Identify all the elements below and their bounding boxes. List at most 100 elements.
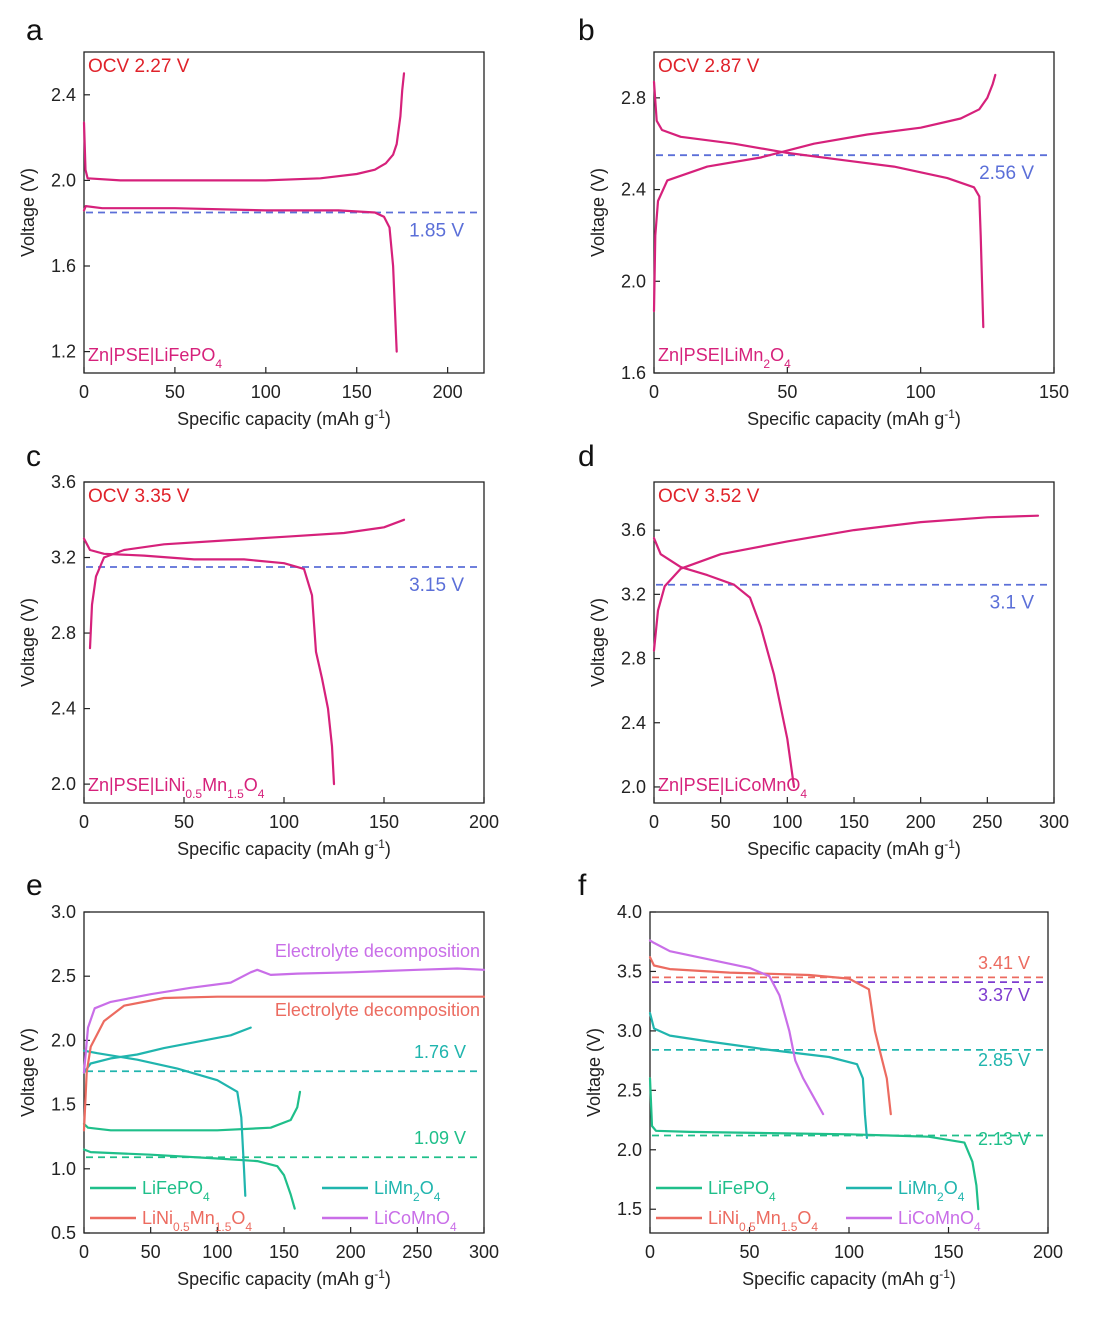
x-tick-label: 200	[336, 1242, 366, 1262]
average-voltage-label: 3.1 V	[990, 593, 1035, 614]
text-run: Zn|PSE|LiFePO	[88, 345, 215, 365]
text-run: Zn|PSE|LiNi	[88, 775, 185, 795]
subscript: 4	[811, 1220, 818, 1234]
series-line	[82, 1148, 296, 1210]
axis-label-text: Voltage (V)	[584, 1028, 604, 1117]
series-line	[652, 73, 997, 313]
text-run: O	[231, 1208, 245, 1228]
text-run: LiMn	[898, 1178, 937, 1198]
axis-label-sup: -1	[939, 1267, 950, 1281]
axis-label-sup: -1	[944, 407, 955, 421]
text-run: LiFePO	[142, 1178, 203, 1198]
series-line	[648, 956, 892, 1116]
x-tick-label: 300	[1039, 812, 1069, 832]
x-tick-label: 50	[711, 812, 731, 832]
axis-label-text: )	[955, 409, 961, 429]
axis-label-sup: -1	[374, 1267, 385, 1281]
subscript: 4	[258, 787, 265, 801]
y-tick-label: 2.0	[51, 774, 76, 794]
y-tick-label: 2.0	[617, 1140, 642, 1160]
y-tick-label: 3.6	[51, 472, 76, 492]
series-line	[648, 939, 825, 1116]
series-line	[82, 537, 336, 786]
series-line	[82, 995, 486, 1132]
text-run: LiCoMnO	[898, 1208, 974, 1228]
legend-label: LiCoMnO4	[898, 1208, 981, 1234]
subscript: 4	[215, 357, 222, 371]
text-run: Zn|PSE|LiMn	[658, 345, 763, 365]
plot-frame	[83, 51, 485, 374]
series-line	[652, 80, 985, 329]
y-tick-label: 2.4	[51, 699, 76, 719]
y-tick-label: 1.6	[51, 256, 76, 276]
panel-f: f 0 50 100 150 200 1.5 2.0 2.5 3.0 3.5 4.0 Specific …	[578, 869, 1063, 1289]
text-run: Mn	[756, 1208, 781, 1228]
x-tick-label: 50	[739, 1242, 759, 1262]
average-voltage-label: 2.85 V	[978, 1050, 1030, 1070]
text-run: O	[770, 345, 784, 365]
x-tick-label: 100	[269, 812, 299, 832]
y-tick-label: 2.8	[621, 649, 646, 669]
text-run: Mn	[202, 775, 227, 795]
axis-label-text: Voltage (V)	[588, 598, 608, 687]
subscript: 0.5	[739, 1220, 756, 1234]
x-tick-label: 100	[251, 382, 281, 402]
series-line	[82, 205, 398, 353]
x-axis-title: Specific capacity (mAh g-1)	[742, 1267, 956, 1289]
panel-letter: a	[26, 14, 43, 47]
series-line	[652, 514, 1040, 652]
subscript: 4	[784, 357, 791, 371]
axis-label-text: Specific capacity (mAh g	[177, 1269, 374, 1289]
axis-label-text: )	[955, 839, 961, 859]
panel-letter: c	[26, 440, 41, 473]
x-tick-label: 200	[906, 812, 936, 832]
x-tick-label: 100	[906, 382, 936, 402]
y-tick-label: 2.8	[51, 623, 76, 643]
legend-label: LiFePO4	[142, 1178, 210, 1204]
x-tick-label: 50	[777, 382, 797, 402]
average-voltage-label: 2.56 V	[979, 163, 1034, 184]
subscript: 1.5	[227, 787, 244, 801]
y-tick-label: 2.4	[621, 713, 646, 733]
average-voltage-label: 1.85 V	[409, 221, 464, 242]
axis-label-text: )	[385, 409, 391, 429]
subscript: 4	[800, 787, 807, 801]
average-voltage-label: 2.13 V	[978, 1129, 1030, 1149]
y-tick-label: 1.6	[621, 363, 646, 383]
series-line	[82, 1026, 252, 1074]
x-tick-label: 150	[839, 812, 869, 832]
average-voltage-label: 3.41 V	[978, 953, 1030, 973]
text-run: LiCoMnO	[374, 1208, 450, 1228]
series-line	[648, 1012, 868, 1139]
y-axis-title: Voltage (V)	[18, 1028, 38, 1117]
y-axis-title: Voltage (V)	[18, 598, 38, 687]
cell-label: Zn|PSE|LiMn2O4	[658, 345, 791, 371]
panel-e: e 0 50 100 150 200 250 300 0.5 1.0 1.5 2.0 2.5 3.0 Spe…	[18, 869, 499, 1289]
x-tick-label: 50	[174, 812, 194, 832]
subscript: 4	[434, 1190, 441, 1204]
legend-label: LiCoMnO4	[374, 1208, 457, 1234]
text-run: LiNi	[708, 1208, 739, 1228]
text-run: O	[797, 1208, 811, 1228]
x-tick-label: 250	[972, 812, 1002, 832]
y-tick-label: 2.0	[51, 170, 76, 190]
axis-label-text: Voltage (V)	[18, 1028, 38, 1117]
y-axis-title: Voltage (V)	[588, 168, 608, 257]
y-tick-label: 3.2	[51, 548, 76, 568]
x-tick-label: 200	[1033, 1242, 1063, 1262]
series-line	[82, 72, 406, 182]
panel-a: a 0 50 100 150 200 1.2 1.6 2.0 2.4 Specific capaci…	[18, 14, 485, 429]
text-run: Mn	[190, 1208, 215, 1228]
x-tick-label: 300	[469, 1242, 499, 1262]
y-tick-label: 2.4	[51, 85, 76, 105]
y-tick-label: 1.0	[51, 1159, 76, 1179]
decomposition-label: Electrolyte decomposition	[275, 1000, 480, 1020]
x-tick-label: 50	[165, 382, 185, 402]
axis-label-text: )	[950, 1269, 956, 1289]
y-tick-label: 1.2	[51, 342, 76, 362]
panel-letter: e	[26, 869, 43, 902]
subscript: 4	[450, 1220, 457, 1234]
ocv-label: OCV 3.52 V	[658, 486, 760, 507]
axis-label-sup: -1	[374, 407, 385, 421]
